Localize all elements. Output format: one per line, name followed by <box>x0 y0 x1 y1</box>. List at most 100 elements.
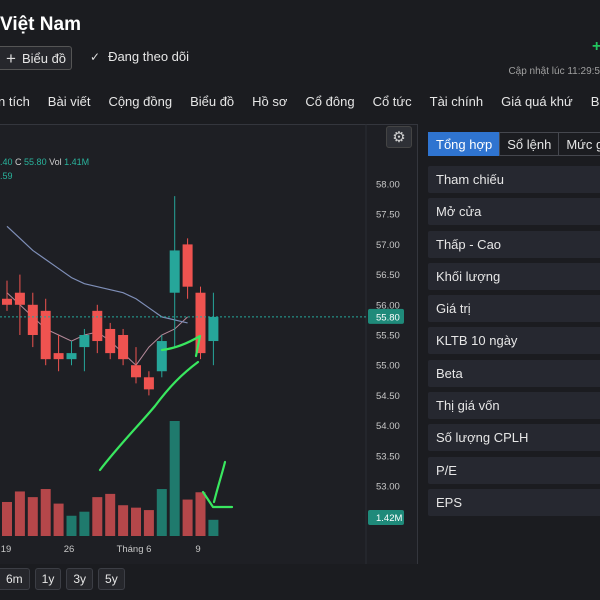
range-5y-button[interactable]: 5y <box>98 568 125 590</box>
nav-item-articles[interactable]: Bài viết <box>47 93 91 109</box>
price-tick-label: 58.00 <box>376 180 400 191</box>
price-tick-label: 55.50 <box>376 331 400 342</box>
candle-body <box>92 310 103 342</box>
x-tick-label: 19 <box>1 544 12 555</box>
stat-volume: Khối lượng <box>428 262 600 290</box>
close-value: 55.80 <box>24 157 47 167</box>
price-tick-label: 57.50 <box>376 210 400 221</box>
add-icon[interactable]: + <box>592 38 600 52</box>
nav-item-analysis[interactable]: n tích <box>0 93 30 109</box>
candle-body <box>182 244 193 287</box>
volume-bar <box>2 501 12 536</box>
price-tick-label: 55.00 <box>376 361 400 372</box>
chart-button-label: Biểu đồ <box>21 50 67 66</box>
stat-shares-outstanding: Số lượng CPLH <box>428 424 600 452</box>
stock-title: Việt Nam <box>0 14 81 35</box>
last-price-badge <box>368 308 404 324</box>
annotation-arrow-down <box>212 460 227 504</box>
nav-item-reports[interactable]: Báo cáo <box>590 93 600 109</box>
volume-bar <box>79 511 90 536</box>
nav-item-shareholders[interactable]: Cổ đông <box>305 93 355 109</box>
volume-bar <box>182 499 193 536</box>
stat-reference: Tham chiếu <box>428 166 600 193</box>
volume-bar <box>27 497 38 536</box>
nav-item-financials[interactable]: Tài chính <box>429 93 484 109</box>
candle-body <box>156 341 167 372</box>
price-tick-label: 53.00 <box>376 482 400 493</box>
price-tick-label: 53.50 <box>376 451 400 462</box>
range-6m-button[interactable]: 6m <box>0 568 30 590</box>
volume-bar <box>169 421 180 536</box>
summary-tabs: Tổng hợp Sổ lệnh Mức g <box>428 132 600 156</box>
stat-avg-volume-10d: KLTB 10 ngày <box>428 327 600 355</box>
stat-open: Mở cửa <box>428 198 600 226</box>
range-buttons: 6m 1y 3y 5y <box>0 568 125 590</box>
price-tick-label: 54.00 <box>376 421 400 432</box>
candle-body <box>118 335 129 360</box>
price-tick-label: 54.50 <box>376 391 400 402</box>
plus-icon: + <box>6 48 16 68</box>
check-icon: ✓ <box>90 49 101 64</box>
updated-time: Cập nhật lúc 11:29:5 <box>508 66 600 77</box>
stat-market-cap: Thị giá vốn <box>428 392 600 420</box>
tab-price-level[interactable]: Mức g <box>558 132 600 156</box>
price-tick-label: 57.00 <box>376 240 400 251</box>
volume-value: 1.41M <box>64 157 90 167</box>
candle-body <box>143 377 154 390</box>
volume-bar <box>53 503 64 536</box>
candlestick-chart[interactable]: 58.00 57.50 57.00 56.50 56.00 55.50 55.00 54.50… <box>0 124 418 564</box>
range-1y-button[interactable]: 1y <box>34 568 62 590</box>
candle-body <box>208 316 219 342</box>
range-3y-button[interactable]: 3y <box>66 568 94 590</box>
chart-panel[interactable] <box>0 124 418 564</box>
volume-bar <box>92 497 103 536</box>
candle-body <box>2 298 12 305</box>
moving-average-line <box>6 225 188 324</box>
stats-list: Tham chiếu Mở cửa Thấp - Cao Khối lượng … <box>428 166 600 516</box>
main-nav: n tích Bài viết Cộng đồng Biểu đồ Hồ sơ … <box>0 86 600 116</box>
tab-order-book[interactable]: Sổ lệnh <box>499 132 559 156</box>
candle-body <box>66 353 77 360</box>
volume-badge <box>368 510 404 525</box>
stat-value: Giá trị <box>428 295 600 323</box>
price-tick-label: 56.50 <box>376 270 400 281</box>
chart-button[interactable]: + Biểu đồ <box>0 46 72 70</box>
volume-bar <box>143 510 154 536</box>
candle-body <box>195 292 206 354</box>
candle-body <box>53 353 64 360</box>
nav-item-price-history[interactable]: Giá quá khứ <box>501 93 573 109</box>
volume-bar <box>131 507 141 536</box>
gear-icon[interactable]: ⚙ <box>386 126 412 148</box>
tab-summary[interactable]: Tổng hợp <box>428 132 500 156</box>
nav-item-chart[interactable]: Biểu đồ <box>190 93 235 109</box>
ohlc-readout: .40 C 55.80 Vol 1.41M <box>0 157 89 167</box>
ohlc-prefix: .40 <box>0 157 13 167</box>
price-tick-label: 56.00 <box>376 300 400 311</box>
candle-body <box>79 335 90 348</box>
x-tick-label: 26 <box>64 544 75 555</box>
follow-label: Đang theo dõi <box>108 49 190 64</box>
x-tick-label: Tháng 6 <box>117 544 152 555</box>
volume-bar <box>156 489 167 536</box>
volume-badge-label: 1.42M <box>376 513 402 524</box>
volume-label: Vol <box>49 157 62 167</box>
volume-bar <box>208 519 219 536</box>
nav-item-dividends[interactable]: Cổ tức <box>372 93 412 109</box>
x-tick-label: 9 <box>195 544 200 555</box>
candle-body <box>40 310 51 360</box>
volume-bar <box>195 492 206 536</box>
nav-item-profile[interactable]: Hồ sơ <box>252 93 288 109</box>
nav-item-community[interactable]: Cộng đồng <box>108 93 173 109</box>
annotation-arrow-up-head <box>160 334 202 358</box>
close-label: C <box>15 157 22 167</box>
summary-panel: Tổng hợp Sổ lệnh Mức g Tham chiếu Mở cửa… <box>428 132 600 521</box>
candle-body <box>27 304 38 335</box>
indicator-readout: .59 <box>0 171 13 181</box>
volume-bar <box>14 491 25 536</box>
volume-bar <box>118 505 129 536</box>
stat-low-high: Thấp - Cao <box>428 230 600 258</box>
follow-button[interactable]: ✓ Đang theo dõi <box>90 49 189 64</box>
stat-beta: Beta <box>428 359 600 387</box>
annotation-arrow-down-head <box>201 490 234 509</box>
candle-body <box>105 328 116 354</box>
